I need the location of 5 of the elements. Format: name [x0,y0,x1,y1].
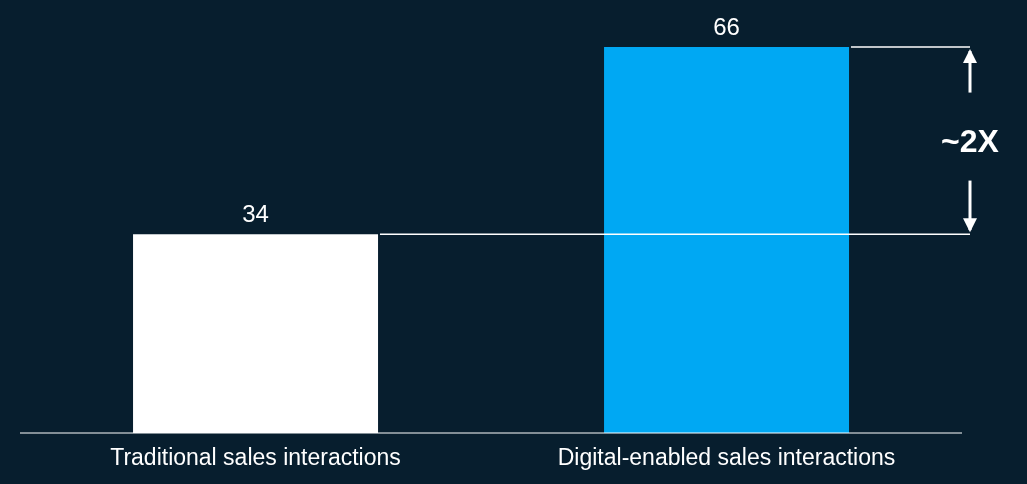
annotation: ~2X [941,122,1000,159]
data-label: 34 [242,200,269,228]
x-tick-label: Traditional sales interactions [110,444,401,471]
x-tick-label: Digital-enabled sales interactions [557,444,896,471]
data-label: 66 [713,13,740,40]
